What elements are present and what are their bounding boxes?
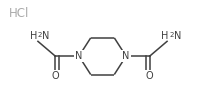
- Text: H: H: [29, 31, 37, 41]
- Text: HCl: HCl: [9, 7, 30, 20]
- Text: N: N: [42, 31, 50, 41]
- Text: N: N: [75, 51, 82, 61]
- Text: 2: 2: [38, 32, 42, 38]
- Text: 2: 2: [168, 32, 173, 38]
- Text: N: N: [173, 31, 180, 41]
- Text: O: O: [145, 71, 153, 81]
- Text: O: O: [51, 71, 59, 81]
- Text: H: H: [160, 31, 167, 41]
- Text: N: N: [122, 51, 129, 61]
